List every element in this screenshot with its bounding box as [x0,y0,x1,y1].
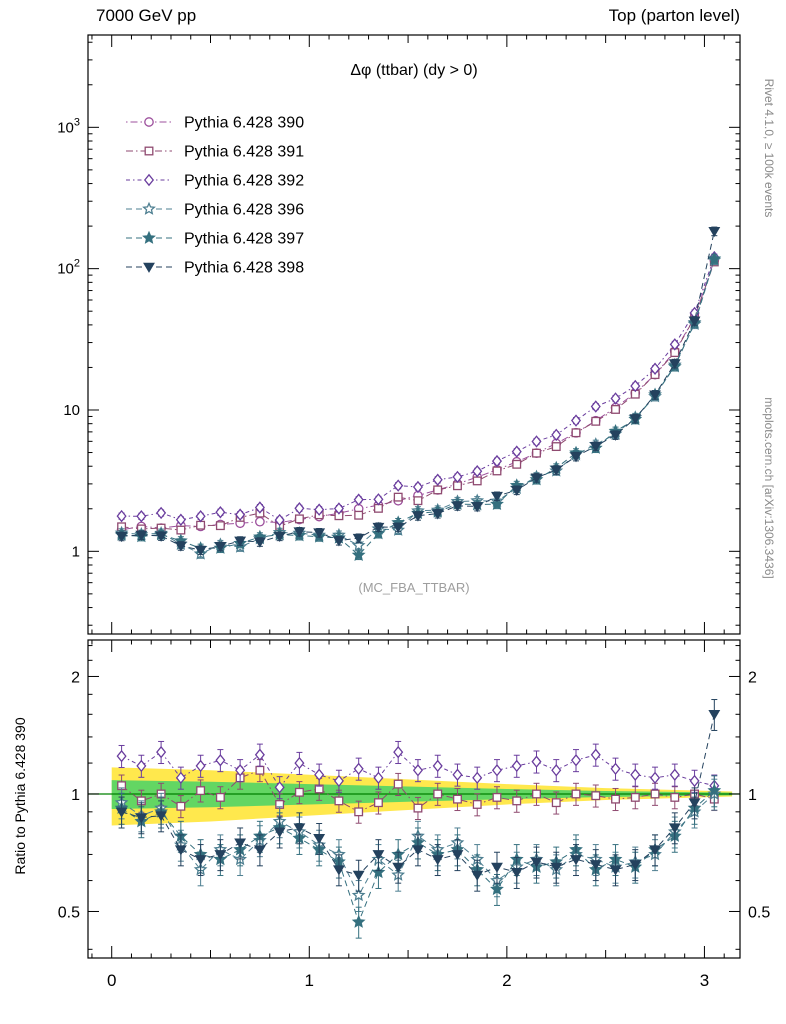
x-tick-label: 1 [305,971,314,990]
ratio-y-tick-label-right: 2 [748,669,757,686]
main-y-tick-label: 103 [57,116,80,136]
ratio-y-tick-label-left: 2 [71,669,80,686]
series-pythia-6-428-391 [117,257,719,824]
analysis-watermark: (MC_FBA_TTBAR) [358,580,470,595]
main-y-tick-label: 1 [72,543,80,560]
legend-label: Pythia 6.428 396 [184,202,304,219]
legend-label: Pythia 6.428 391 [184,144,304,161]
ratio-y-tick-label-right: 1 [748,787,757,804]
legend-item-pythia-6-428-390: Pythia 6.428 390 [126,115,304,132]
legend-label: Pythia 6.428 397 [184,231,304,248]
ratio-y-tick-label-right: 0.5 [748,904,770,921]
legend-label: Pythia 6.428 390 [184,115,304,132]
main-y-tick-label: 10 [63,402,80,419]
x-tick-label: 2 [502,971,511,990]
x-tick-label: 0 [107,971,116,990]
x-tick-label: 3 [700,971,709,990]
legend-item-pythia-6-428-396: Pythia 6.428 396 [126,202,304,219]
legend-item-pythia-6-428-392: Pythia 6.428 392 [126,173,304,190]
ratio-y-tick-label-left: 1 [71,787,80,804]
ratio-y-axis-label: Ratio to Pythia 6.428 390 [12,717,28,875]
axes: 1 10 102 103 0.5 0.5 1 1 2 2 0 1 2 3 [57,34,770,990]
legend-item-pythia-6-428-398: Pythia 6.428 398 [126,260,304,277]
header-beam-energy: 7000 GeV pp [96,6,197,25]
main-y-tick-label: 102 [57,258,80,278]
mcplots-arxiv-label: mcplots.cern.ch [arXiv:1306.3436] [762,397,776,579]
ratio-y-tick-label-left: 0.5 [58,904,80,921]
rivet-version-label: Rivet 4.1.0, ≥ 100k events [762,78,776,218]
header-process: Top (parton level) [608,6,740,25]
legend-label: Pythia 6.428 392 [184,173,304,190]
legend-item-pythia-6-428-391: Pythia 6.428 391 [126,144,304,161]
data-series [114,226,722,939]
legend-label: Pythia 6.428 398 [184,260,304,277]
panel-title: Δφ (ttbar) (dy > 0) [350,62,478,79]
legend-item-pythia-6-428-397: Pythia 6.428 397 [126,231,304,248]
series-pythia-6-428-392 [116,250,720,800]
series-pythia-6-428-398 [115,226,721,892]
legend: Pythia 6.428 390 Pythia 6.428 391 Pythia 6… [126,115,304,277]
